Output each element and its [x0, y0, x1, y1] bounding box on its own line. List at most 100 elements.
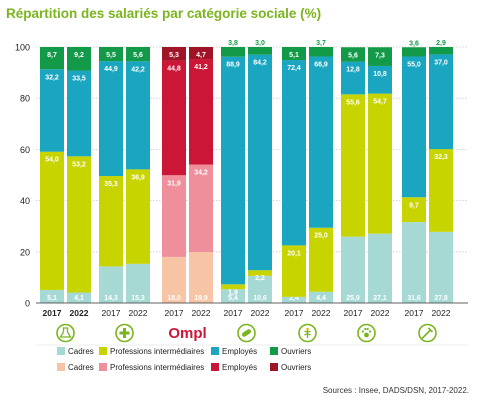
bar-segment [282, 60, 306, 246]
source-note: Sources : Insee, DADS/DSN, 2017-2022. [322, 386, 469, 395]
bar-segment [189, 47, 213, 60]
data-label: 3,8 [228, 40, 238, 47]
bar-segment [162, 175, 186, 257]
data-label: 4,7 [196, 52, 206, 59]
bar-segment [248, 270, 272, 276]
flask-icon [56, 323, 75, 343]
bar-segment [341, 94, 365, 237]
data-label: 8,7 [47, 52, 57, 59]
legend-label: Cadres [68, 347, 94, 356]
bar-segment [99, 61, 123, 177]
bar-segment [126, 61, 150, 170]
data-label: 31,6 [407, 295, 421, 302]
data-label: 7,3 [375, 52, 385, 59]
legend-label: Employés [222, 363, 257, 372]
bar-segment [67, 156, 91, 293]
data-label: 5,6 [133, 52, 143, 59]
bar-segment [67, 47, 91, 71]
data-label: 84,2 [253, 60, 267, 67]
bar-segment [99, 47, 123, 62]
chart-title: Répartition des salariés par catégorie s… [6, 6, 322, 21]
legend-label: Professions intermédiaires [110, 347, 204, 356]
data-label: 5,1 [289, 52, 299, 59]
data-label: 36,9 [131, 174, 145, 181]
data-label: 42,2 [131, 66, 145, 73]
data-label: 18,0 [167, 295, 181, 302]
bar-segment [67, 292, 91, 303]
x-tick-label: 2022 [371, 308, 390, 318]
bar-segment [162, 256, 186, 303]
data-label: 44,9 [104, 66, 118, 73]
data-label: 32,3 [434, 154, 448, 161]
data-label: 27,1 [373, 295, 387, 302]
bar-segment [248, 54, 272, 271]
bar-segment [368, 65, 392, 94]
x-tick-label: 2022 [312, 308, 331, 318]
data-label: 4,1 [74, 295, 84, 302]
data-label: 54,0 [45, 157, 59, 164]
bar-segment [341, 236, 365, 303]
x-tick-label: 2017 [405, 308, 424, 318]
legend-swatch [99, 347, 107, 355]
bar-segment [189, 59, 213, 165]
bar-segment [99, 266, 123, 303]
x-tick-label: 2017 [285, 308, 304, 318]
bar-segment [248, 275, 272, 303]
data-label: 32,2 [45, 74, 59, 81]
data-label: 3,6 [409, 40, 419, 47]
bar-segment [162, 47, 186, 61]
paw-icon [357, 323, 376, 343]
bar-segment [429, 149, 453, 232]
data-label: 4,4 [316, 295, 326, 302]
x-tick-label: 2022 [251, 308, 270, 318]
bar-segment [282, 296, 306, 303]
ompl-logo-label: Ompl [168, 325, 206, 342]
data-label: 10,6 [253, 295, 267, 302]
bar-segment [368, 233, 392, 303]
x-tick-label: 2017 [224, 308, 243, 318]
bar-segment [402, 197, 426, 223]
bar-segment [402, 56, 426, 198]
data-label: 55,6 [346, 99, 360, 106]
data-label: 25,0 [314, 233, 328, 240]
x-tick-label: 2017 [344, 308, 363, 318]
medical-cross-icon [115, 323, 134, 343]
bar-segment [221, 284, 245, 290]
data-label: 5,6 [348, 52, 358, 59]
data-label: 14,3 [104, 295, 118, 302]
data-label: 9,2 [74, 52, 84, 59]
bar-segment [99, 176, 123, 267]
bar-segment [282, 47, 306, 61]
data-label: 15,3 [131, 295, 145, 302]
bar-segment [341, 61, 365, 95]
data-label: 72,4 [287, 65, 301, 72]
data-label: 2,9 [436, 40, 446, 47]
syringe-icon [418, 323, 437, 343]
bar-segment [221, 289, 245, 303]
x-tick-label: 2022 [432, 308, 451, 318]
data-label: 31,9 [167, 180, 181, 187]
bar-segment [248, 47, 272, 55]
bar-segment [40, 289, 64, 303]
legend-label: Professions intermédiaires [110, 363, 204, 372]
data-label: 3,7 [316, 40, 326, 47]
x-tick-label: 2017 [165, 308, 184, 318]
data-label: 9,7 [409, 202, 419, 209]
x-tick-label: 2017 [43, 308, 62, 318]
bar-segment [40, 151, 64, 290]
bar-segment [309, 47, 333, 57]
legend-swatch [99, 363, 107, 371]
bar-segment [402, 222, 426, 303]
data-label: 34,2 [194, 170, 208, 177]
legend-label: Ouvriers [281, 363, 311, 372]
data-label: 88,9 [226, 62, 240, 69]
data-label: 5,3 [169, 52, 179, 59]
y-tick-label: 20 [20, 247, 30, 257]
bar-segment [282, 245, 306, 297]
legend-swatch [270, 347, 278, 355]
bar-segment [67, 70, 91, 157]
data-label: 20,1 [287, 250, 301, 257]
data-label: 19,9 [194, 295, 208, 302]
legend-swatch [211, 363, 219, 371]
